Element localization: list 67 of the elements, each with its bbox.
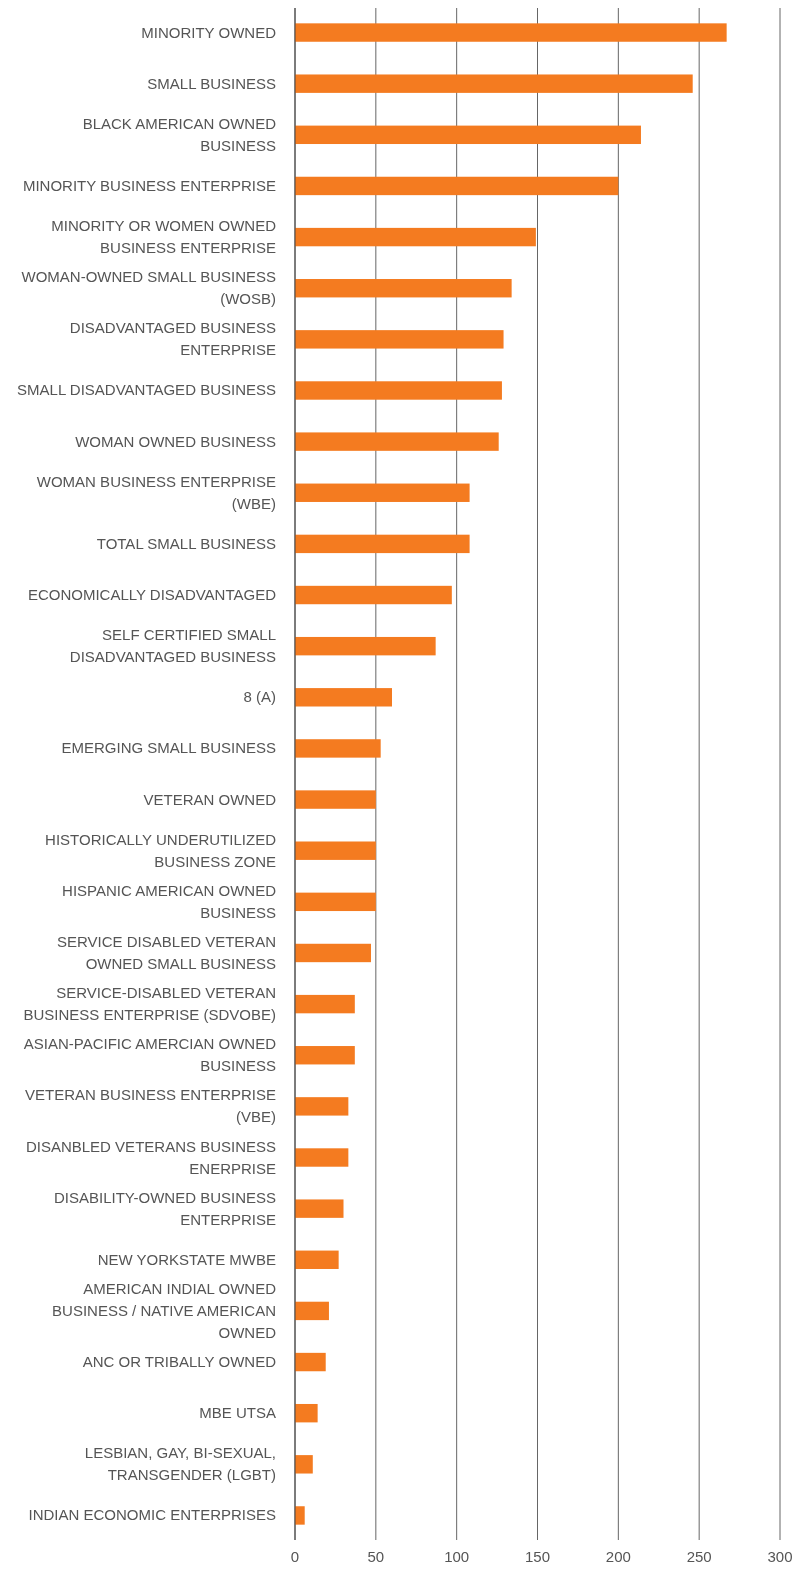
bar	[295, 432, 499, 451]
bar	[295, 1148, 349, 1167]
bar	[295, 534, 470, 554]
bar	[295, 279, 512, 298]
y-tick-label: DISANBLED VETERANS BUSINESS ENERPRISE	[25, 1137, 276, 1177]
bar	[295, 1506, 305, 1525]
y-tick-label: 8 (A)	[243, 688, 276, 706]
y-tick-label: MINORITY OWNED	[141, 23, 277, 41]
bar	[295, 585, 452, 605]
y-tick-label: ECONOMICALLY DISADVANTAGED	[27, 586, 277, 604]
bar	[295, 1046, 355, 1065]
bar	[295, 841, 376, 860]
y-tick-label: SMALL DISADVANTAGED BUSINESS	[17, 381, 276, 399]
y-tick-label: SMALL BUSINESS	[147, 74, 276, 92]
y-tick-label: ASIAN-PACIFIC AMERCIAN OWNED BUSINESS	[23, 1035, 277, 1075]
x-tick-label: 250	[686, 1548, 712, 1565]
bar	[295, 125, 641, 145]
bar	[295, 381, 502, 400]
y-tick-label: HISPANIC AMERICAN OWNED BUSINESS	[62, 881, 277, 921]
bar	[295, 1199, 344, 1218]
y-tick-label: INDIAN ECONOMIC ENTERPRISES	[28, 1506, 276, 1524]
bar	[295, 176, 619, 196]
bar	[295, 892, 376, 912]
bar	[295, 330, 504, 349]
y-tick-label: LESBIAN, GAY, BI-SEXUAL, TRANSGENDER (LGBT)	[84, 1444, 276, 1484]
bar	[295, 943, 371, 963]
x-tick-label: 0	[290, 1548, 300, 1565]
y-tick-label: SELF CERTIFIED SMALL DISADVANTAGED BUSINESS	[69, 626, 276, 666]
bar	[295, 1250, 339, 1269]
bar	[295, 1097, 349, 1116]
y-tick-label: HISTORICALLY UNDERUTILIZED BUSINESS ZONE	[45, 830, 277, 870]
y-tick-label: MINORITY BUSINESS ENTERPRISE	[22, 176, 276, 194]
bar	[295, 790, 376, 809]
x-tick-label: 100	[444, 1548, 470, 1565]
x-tick-label: 300	[767, 1548, 793, 1565]
x-tick-label: 150	[524, 1548, 551, 1565]
bar	[295, 227, 536, 247]
y-tick-label: VETERAN OWNED	[143, 790, 277, 808]
bar	[295, 23, 727, 42]
y-tick-label: MINORITY OR WOMEN OWNED BUSINESS ENTERPRISE	[51, 217, 277, 257]
y-tick-label: TOTAL SMALL BUSINESS	[96, 534, 276, 552]
y-tick-label: WOMAN OWNED BUSINESS	[75, 432, 276, 450]
bar	[295, 688, 392, 707]
y-tick-label: MBE UTSA	[199, 1404, 276, 1422]
bar	[295, 1352, 326, 1372]
y-tick-label: NEW YORKSTATE MWBE	[97, 1250, 276, 1268]
y-tick-label: WOMAN-OWNED SMALL BUSINESS (WOSB)	[21, 268, 276, 308]
y-tick-label: DISABILITY-OWNED BUSINESS ENTERPRISE	[54, 1188, 276, 1228]
y-tick-label: AMERICAN INDIAL OWNED BUSINESS / NATIVE AMERICAN OWNED	[52, 1279, 277, 1341]
bar	[295, 1403, 318, 1423]
y-tick-label: BLACK AMERICAN OWNED BUSINESS	[82, 114, 277, 154]
bar	[295, 74, 693, 93]
y-tick-label: EMERGING SMALL BUSINESS	[61, 739, 276, 757]
x-tick-label: 200	[605, 1548, 631, 1565]
x-tick-label: 50	[367, 1548, 385, 1565]
y-tick-label: VETERAN BUSINESS ENTERPRISE (VBE)	[25, 1086, 276, 1126]
y-tick-label: DISADVANTAGED BUSINESS ENTERPRISE	[69, 319, 276, 359]
bar	[295, 1301, 329, 1321]
bar	[295, 739, 381, 758]
bar	[295, 994, 355, 1014]
y-tick-label: SERVICE DISABLED VETERAN OWNED SMALL BUSINESS	[57, 932, 276, 972]
bar	[295, 636, 436, 656]
bar	[295, 483, 470, 502]
y-tick-label: ANC OR TRIBALLY OWNED	[82, 1353, 277, 1371]
y-tick-label: WOMAN BUSINESS ENTERPRISE (WBE)	[36, 472, 276, 512]
bar	[295, 1455, 313, 1474]
y-tick-label: SERVICE-DISABLED VETERAN BUSINESS ENTERPRISE (SDVOBE)	[23, 984, 276, 1024]
